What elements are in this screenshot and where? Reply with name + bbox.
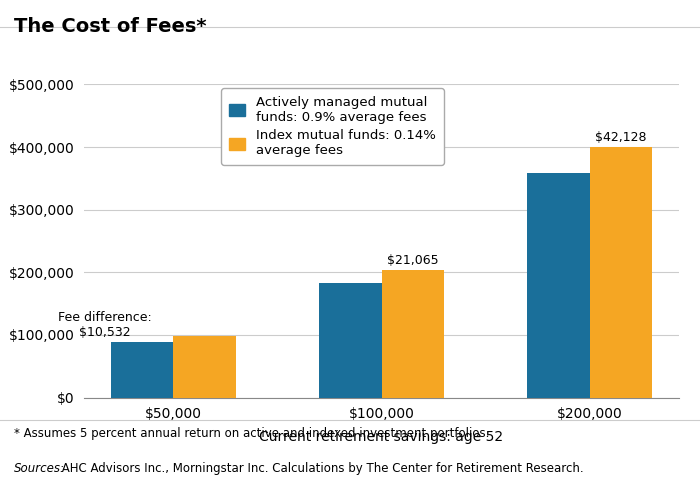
Bar bbox=[174, 336, 236, 398]
Text: $21,065: $21,065 bbox=[387, 253, 438, 267]
Bar bbox=[319, 283, 382, 398]
Text: $42,128: $42,128 bbox=[595, 131, 647, 144]
Text: Sources:: Sources: bbox=[14, 462, 65, 475]
X-axis label: Current retirement savings: age 52: Current retirement savings: age 52 bbox=[260, 429, 503, 444]
Bar bbox=[527, 173, 589, 398]
Text: AHC Advisors Inc., Morningstar Inc. Calculations by The Center for Retirement Re: AHC Advisors Inc., Morningstar Inc. Calc… bbox=[58, 462, 584, 475]
Legend: Actively managed mutual
funds: 0.9% average fees, Index mutual funds: 0.14%
aver: Actively managed mutual funds: 0.9% aver… bbox=[221, 88, 444, 165]
Text: The Cost of Fees*: The Cost of Fees* bbox=[14, 17, 206, 36]
Bar bbox=[382, 270, 444, 398]
Text: * Assumes 5 percent annual return on active and indexed investment portfolios.: * Assumes 5 percent annual return on act… bbox=[14, 427, 489, 440]
Bar bbox=[589, 147, 652, 398]
Bar bbox=[111, 342, 174, 398]
Text: Fee difference:
$10,532: Fee difference: $10,532 bbox=[58, 311, 152, 339]
